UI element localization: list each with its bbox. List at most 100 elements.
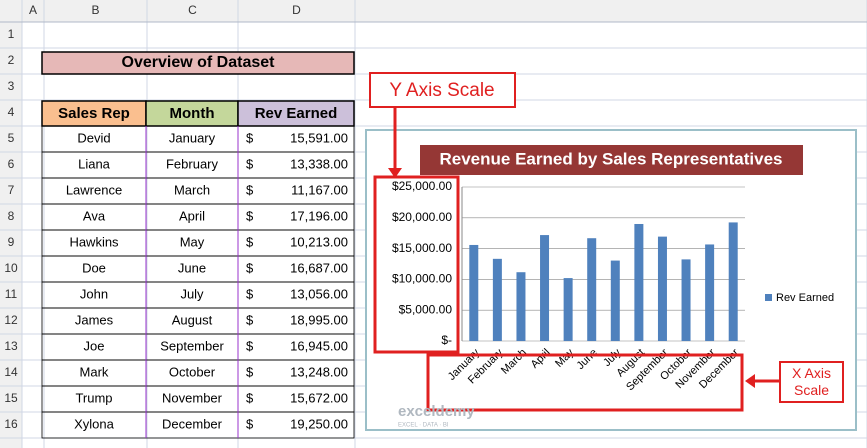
cell: Mark (80, 364, 109, 379)
cell: 13,338.00 (290, 156, 348, 171)
row-header[interactable]: 13 (4, 339, 18, 353)
cell: 15,672.00 (290, 390, 348, 405)
y-tick-label: $10,000.00 (392, 272, 452, 286)
cell: $ (246, 156, 254, 171)
row-cell (41, 411, 355, 439)
row-header[interactable]: 4 (8, 105, 15, 119)
cell: June (178, 260, 206, 275)
bar (610, 260, 620, 341)
cell: January (169, 130, 216, 145)
cell: $ (246, 338, 254, 353)
row-header[interactable]: 7 (8, 183, 15, 197)
row-header[interactable]: 5 (8, 131, 15, 145)
cell: 13,056.00 (290, 286, 348, 301)
cell: $ (246, 312, 254, 327)
y-tick-label: $15,000.00 (392, 241, 452, 255)
cell: $ (246, 364, 254, 379)
cell: $ (246, 130, 254, 145)
row-header[interactable]: 14 (4, 365, 18, 379)
cell: 17,196.00 (290, 208, 348, 223)
title-bg (420, 145, 803, 175)
cell: John (80, 286, 108, 301)
cell: Lawrence (66, 182, 122, 197)
cell: Trump (75, 390, 112, 405)
cell: September (160, 338, 224, 353)
cell: Joe (84, 338, 105, 353)
column-header[interactable]: D (292, 3, 301, 17)
row-header[interactable]: 9 (8, 235, 15, 249)
column-header[interactable]: C (188, 3, 197, 17)
cell: December (162, 416, 223, 431)
column-header[interactable]: A (29, 3, 37, 17)
row-header[interactable]: 8 (8, 209, 15, 223)
cell: Ava (83, 208, 106, 223)
header-text: Sales Rep (58, 105, 130, 122)
arrow-head (388, 168, 402, 178)
cell: Doe (82, 260, 106, 275)
cell: $ (246, 390, 254, 405)
annotation-wrap: X Axis Scale (792, 365, 831, 398)
row-header[interactable]: 1 (8, 27, 15, 41)
cell: James (75, 312, 114, 327)
table: Overview of Dataset Sales Rep Month Rev Ear… (41, 51, 355, 439)
row-header[interactable]: 10 (4, 261, 18, 275)
watermark-tagline: EXCEL · DATA · BI (398, 423, 449, 429)
bar (728, 222, 738, 341)
legend-label: Rev Earned (776, 292, 834, 304)
row-header[interactable]: 3 (8, 79, 15, 93)
cell: 13,248.00 (290, 364, 348, 379)
cell: $ (246, 182, 254, 197)
watermark: exceldemy (398, 403, 475, 420)
cell: Liana (78, 156, 111, 171)
cell: October (169, 364, 216, 379)
cell: 15,591.00 (290, 130, 348, 145)
cell: August (172, 312, 213, 327)
bar (657, 236, 667, 341)
cell: May (180, 234, 205, 249)
header-text: Rev Earned (255, 105, 338, 122)
row-header[interactable]: 6 (8, 157, 15, 171)
cell: 16,687.00 (290, 260, 348, 275)
legend-swatch (765, 294, 772, 301)
header-text: Month (170, 105, 215, 122)
title-cell (41, 51, 355, 75)
row-header[interactable]: 16 (4, 417, 18, 431)
cell: 10,213.00 (290, 234, 348, 249)
row-header-bar (0, 0, 22, 448)
cell: $ (246, 286, 254, 301)
bar (492, 258, 502, 341)
cell: March (174, 182, 210, 197)
annotation-box (369, 72, 516, 108)
row-header[interactable]: 11 (5, 287, 18, 301)
cell: November (162, 390, 223, 405)
cell: Devid (77, 130, 110, 145)
bar (587, 238, 597, 341)
cell: July (180, 286, 204, 301)
cell: April (179, 208, 205, 223)
annotation-box (779, 361, 844, 403)
highlight-box (373, 175, 460, 354)
y-tick-label: $20,000.00 (392, 210, 452, 224)
row-header[interactable]: 15 (4, 391, 18, 405)
cell: $ (246, 416, 254, 431)
cell: $ (246, 260, 254, 275)
column-header[interactable]: B (91, 3, 99, 17)
chart-title: Revenue Earned by Sales Representatives (440, 149, 783, 168)
bar (634, 223, 644, 341)
cell: $ (246, 234, 254, 249)
cell: $ (246, 208, 254, 223)
y-tick-label: $- (441, 333, 452, 347)
cell: 18,995.00 (290, 312, 348, 327)
y-tick-label: $25,000.00 (392, 179, 452, 193)
column-header-bar (0, 0, 867, 22)
cell: Xylona (74, 416, 115, 431)
row-header[interactable]: 12 (4, 313, 18, 327)
cell: 19,250.00 (290, 416, 348, 431)
cell: February (166, 156, 219, 171)
row-header[interactable]: 2 (8, 53, 15, 67)
cell: 11,167.00 (291, 182, 348, 197)
annotation: X Axis Scale (792, 365, 831, 398)
annotation: Y Axis Scale (389, 80, 494, 101)
